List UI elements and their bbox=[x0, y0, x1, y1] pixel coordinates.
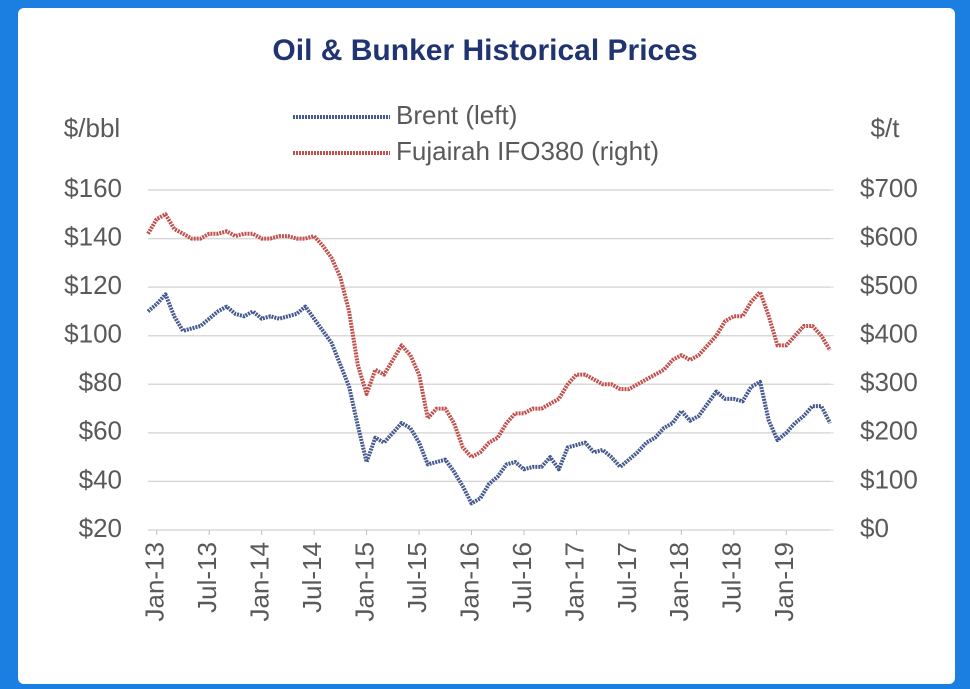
y2-tick-label: $0 bbox=[860, 513, 889, 543]
y2-tick-label: $700 bbox=[860, 173, 918, 203]
x-tick-label: Jul-17 bbox=[612, 542, 642, 613]
y2-tick-label: $300 bbox=[860, 367, 918, 397]
x-tick-label: Jul-14 bbox=[297, 542, 327, 613]
y-axis-label: $/bbl bbox=[64, 113, 120, 143]
series-line bbox=[146, 292, 832, 506]
y-tick-label: $120 bbox=[64, 270, 122, 300]
panel bbox=[18, 8, 955, 684]
y2-tick-label: $600 bbox=[860, 221, 918, 251]
x-tick-label: Jan-13 bbox=[140, 542, 170, 622]
y2-tick-label: $200 bbox=[860, 416, 918, 446]
series-line bbox=[146, 212, 832, 460]
y2-tick-label: $100 bbox=[860, 464, 918, 494]
y-tick-label: $80 bbox=[79, 367, 122, 397]
legend-label: Brent (left) bbox=[396, 100, 517, 130]
x-tick-label: Jul-15 bbox=[402, 542, 432, 613]
y2-tick-label: $400 bbox=[860, 319, 918, 349]
y2-tick-label: $500 bbox=[860, 270, 918, 300]
legend-label: Fujairah IFO380 (right) bbox=[396, 136, 659, 166]
x-tick-label: Jan-17 bbox=[559, 542, 589, 622]
y-tick-label: $100 bbox=[64, 319, 122, 349]
y2-axis-label: $/t bbox=[871, 113, 901, 143]
x-tick-label: Jan-16 bbox=[454, 542, 484, 622]
y-tick-label: $20 bbox=[79, 513, 122, 543]
y-tick-label: $40 bbox=[79, 464, 122, 494]
x-tick-label: Jan-14 bbox=[245, 542, 275, 622]
x-tick-label: Jan-19 bbox=[769, 542, 799, 622]
x-tick-label: Jul-18 bbox=[717, 542, 747, 613]
y-tick-label: $60 bbox=[79, 416, 122, 446]
x-tick-label: Jan-18 bbox=[664, 542, 694, 622]
x-tick-label: Jul-16 bbox=[507, 542, 537, 613]
x-tick-label: Jan-15 bbox=[349, 542, 379, 622]
chart-title: Oil & Bunker Historical Prices bbox=[272, 34, 697, 67]
x-tick-label: Jul-13 bbox=[192, 542, 222, 613]
y-tick-label: $160 bbox=[64, 173, 122, 203]
y-tick-label: $140 bbox=[64, 221, 122, 251]
